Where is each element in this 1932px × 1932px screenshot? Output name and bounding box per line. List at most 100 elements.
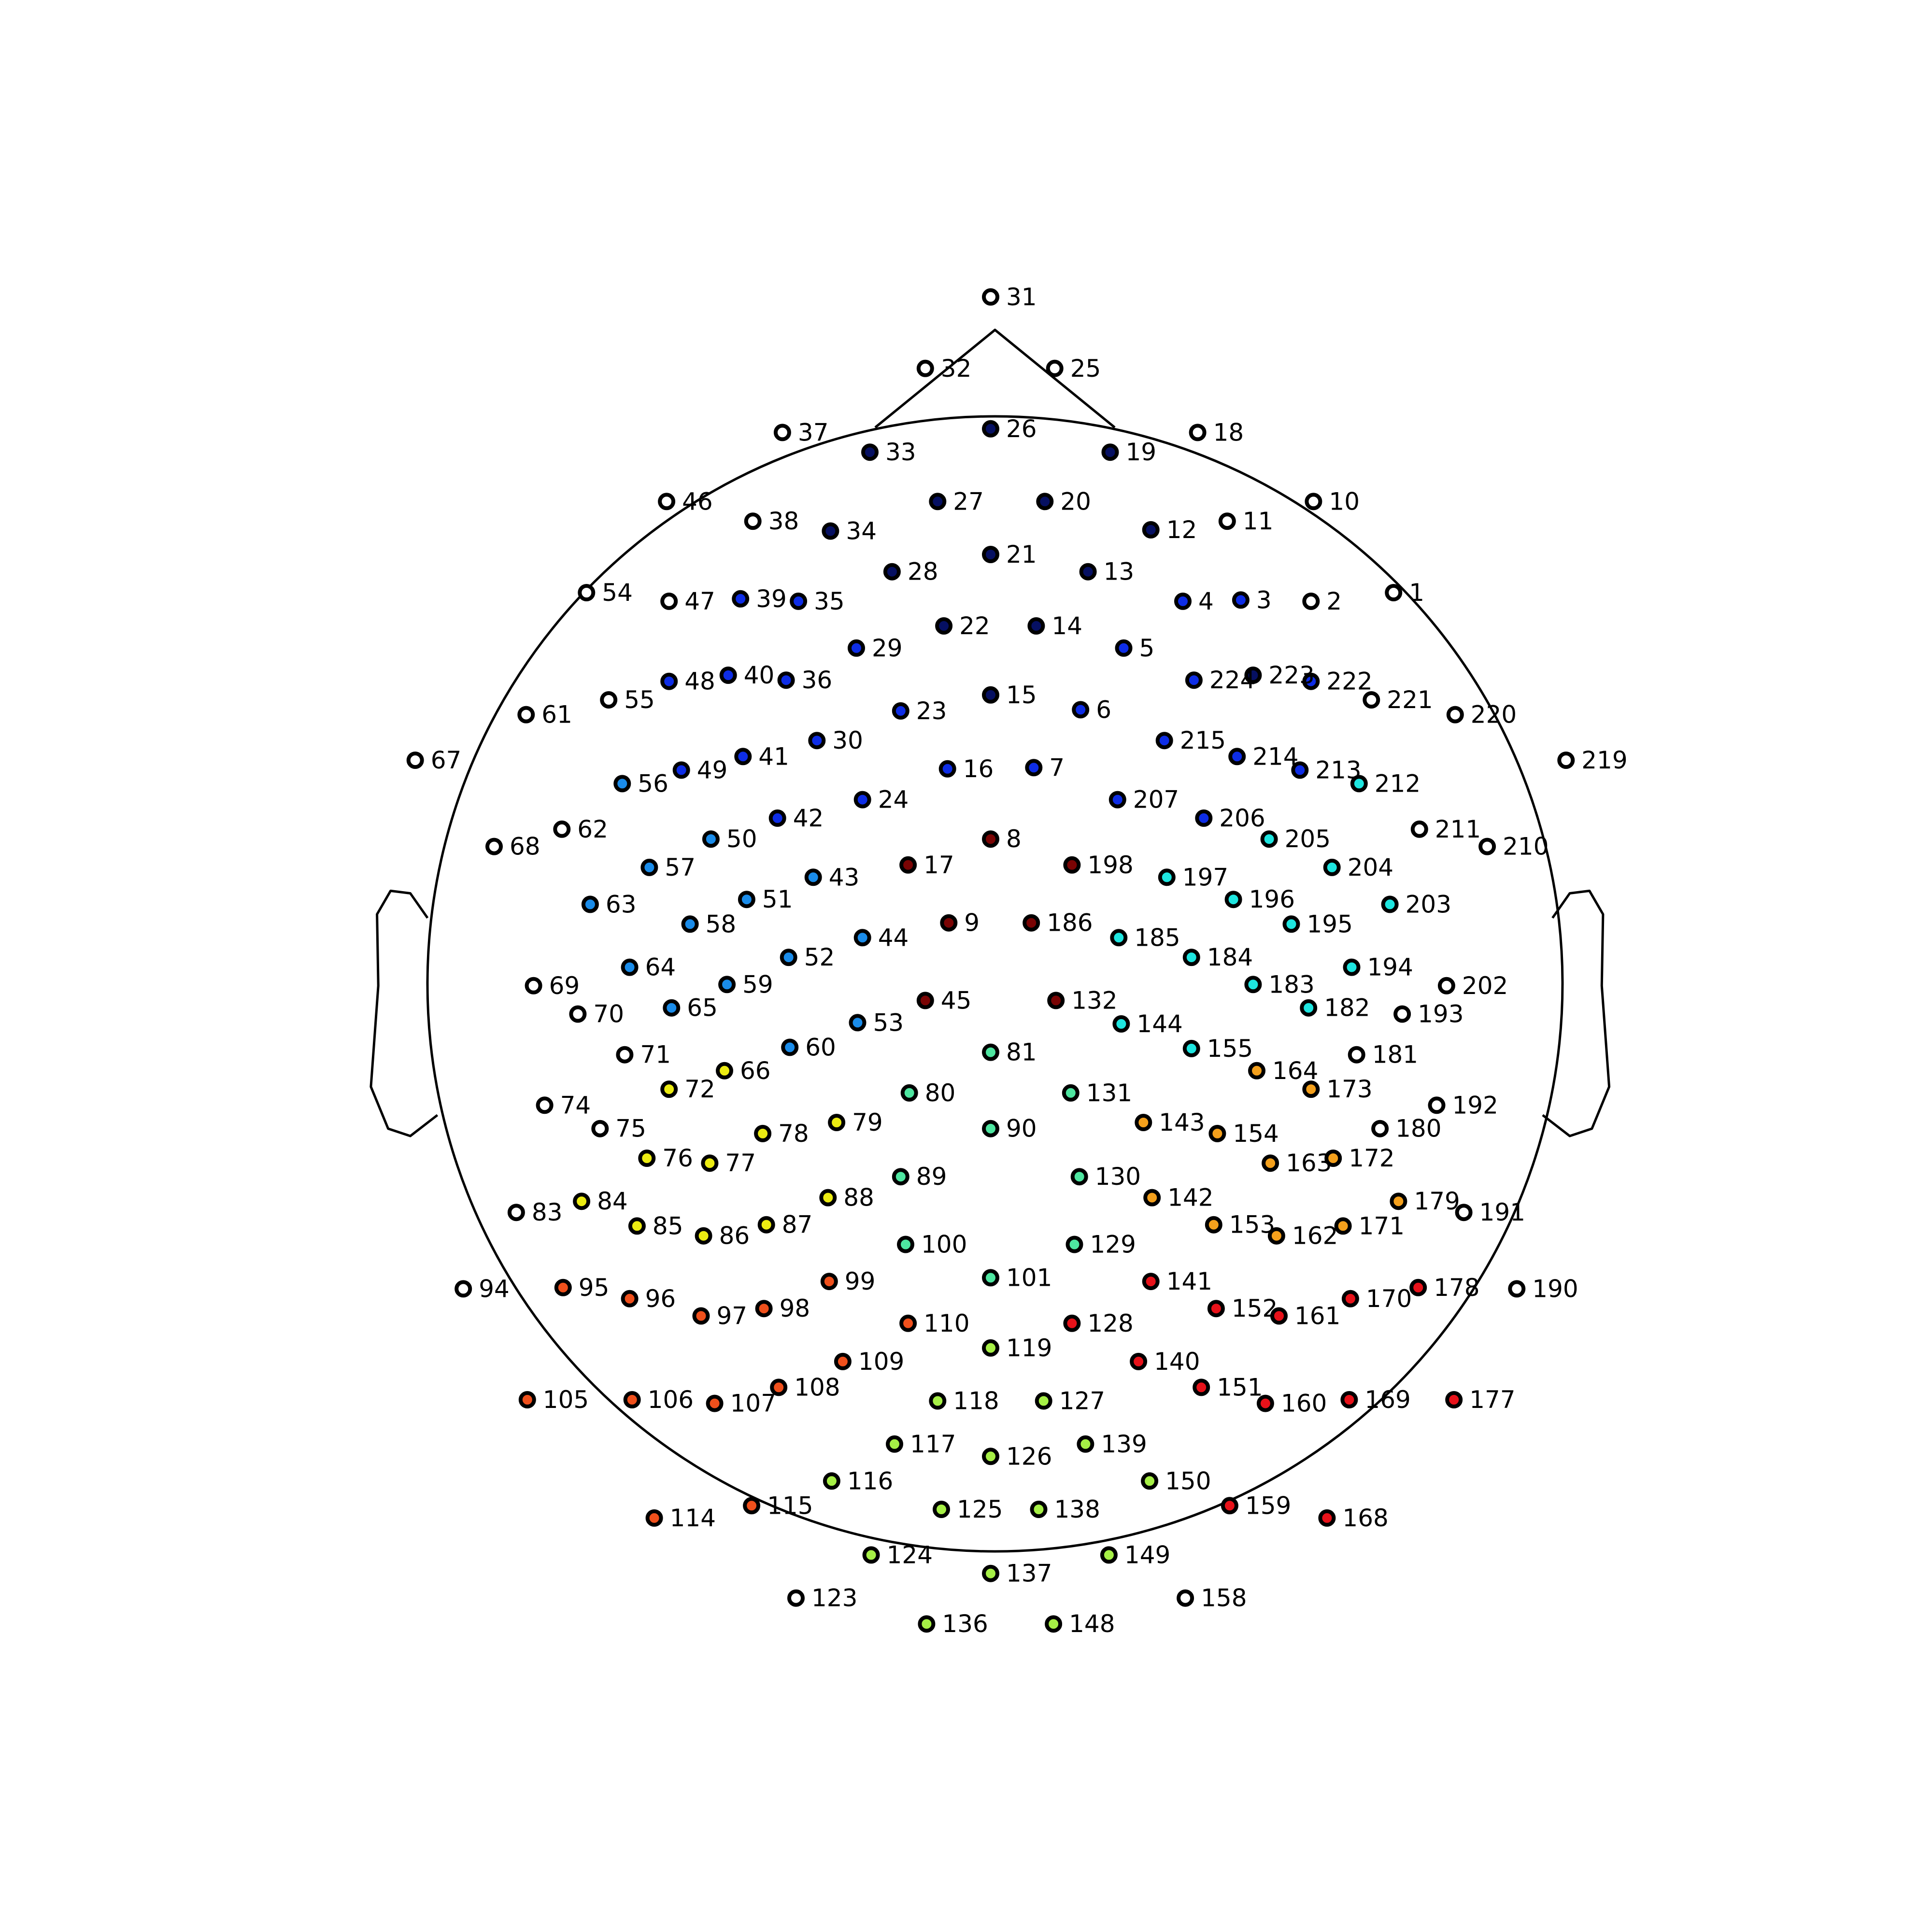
electrode-marker [1302, 592, 1320, 610]
electrode-marker [1065, 1236, 1083, 1253]
electrode-marker [621, 958, 639, 976]
electrode-marker [1557, 752, 1575, 769]
electrode-marker [1244, 667, 1262, 684]
electrode-marker [1070, 1168, 1088, 1186]
electrode: 26 [982, 415, 1037, 443]
electrode-label: 126 [1006, 1442, 1052, 1470]
electrode-label: 18 [1213, 418, 1244, 446]
electrode-marker [757, 1216, 775, 1234]
electrode-marker [1381, 895, 1399, 913]
electrode: 106 [623, 1386, 694, 1414]
electrode-marker [1262, 1154, 1279, 1172]
electrode-label: 143 [1159, 1108, 1205, 1136]
electrode-marker [525, 977, 542, 994]
electrode-marker [781, 1038, 799, 1056]
electrode-marker [1393, 1005, 1411, 1023]
electrode-label: 33 [885, 438, 916, 466]
electrode-label: 96 [645, 1285, 676, 1313]
electrode-label: 144 [1136, 1010, 1182, 1038]
electrode-marker [569, 1005, 587, 1023]
electrode-marker [1248, 1062, 1265, 1080]
electrode-label: 37 [798, 418, 829, 446]
electrode: 109 [834, 1348, 904, 1376]
electrode-marker [1047, 992, 1065, 1009]
electrode-label: 20 [1060, 487, 1091, 515]
electrode-label: 62 [577, 815, 608, 843]
electrode: 6 [1072, 696, 1111, 724]
electrode: 16 [938, 755, 994, 783]
electrode-label: 12 [1166, 516, 1197, 544]
electrode-label: 87 [782, 1211, 813, 1239]
electrode: 124 [862, 1541, 933, 1569]
electrode-label: 26 [1006, 415, 1037, 443]
electrode: 14 [1027, 612, 1082, 640]
electrode: 148 [1045, 1610, 1115, 1638]
electrode: 10 [1305, 487, 1360, 515]
electrode: 110 [899, 1309, 970, 1337]
electrode-marker [777, 671, 795, 689]
electrode: 204 [1323, 853, 1393, 881]
electrode-label: 108 [794, 1373, 840, 1401]
electrode: 42 [768, 804, 824, 832]
electrode: 185 [1110, 923, 1180, 952]
electrode-marker [982, 1564, 999, 1582]
electrode-label: 75 [615, 1115, 646, 1143]
electrode-label: 159 [1245, 1492, 1291, 1520]
electrode-label: 66 [740, 1057, 771, 1085]
electrode: 181 [1348, 1041, 1418, 1069]
electrode: 74 [536, 1091, 591, 1119]
electrode-marker [1350, 775, 1368, 793]
electrode-marker [1130, 1352, 1148, 1370]
electrode: 11 [1218, 507, 1273, 535]
electrode-marker [892, 702, 909, 720]
electrode-label: 13 [1104, 558, 1135, 586]
electrode: 169 [1340, 1386, 1411, 1414]
electrode: 55 [600, 686, 655, 714]
electrode-marker [738, 891, 755, 909]
electrode-marker [640, 858, 658, 876]
electrode-label: 193 [1418, 1000, 1463, 1028]
electrode-label: 47 [684, 587, 715, 615]
electrode-label: 94 [479, 1275, 510, 1303]
electrode: 22 [935, 612, 990, 640]
electrode-marker [899, 1314, 917, 1332]
electrode-marker [897, 1236, 914, 1253]
electrode-marker [770, 1378, 788, 1396]
electrode-marker [849, 1014, 867, 1032]
electrode: 137 [982, 1560, 1052, 1588]
electrode: 127 [1035, 1387, 1105, 1415]
head-outline [426, 328, 1564, 1553]
electrode-label: 51 [762, 885, 793, 913]
electrode-label: 178 [1434, 1274, 1479, 1302]
electrode-marker [663, 999, 681, 1017]
electrode: 88 [819, 1184, 874, 1212]
electrode-label: 85 [653, 1212, 683, 1240]
electrode: 39 [732, 585, 787, 613]
electrode: 64 [621, 953, 676, 981]
electrode-label: 177 [1469, 1386, 1515, 1414]
electrode-label: 172 [1349, 1144, 1394, 1172]
electrode-label: 116 [847, 1467, 893, 1495]
electrode: 182 [1300, 994, 1370, 1022]
electrode-marker [695, 1227, 712, 1245]
electrode: 62 [553, 815, 608, 843]
electrode-marker [1177, 1589, 1194, 1607]
electrode-marker [581, 895, 599, 913]
electrode-marker [1182, 949, 1200, 966]
electrode: 46 [658, 487, 713, 515]
electrode: 67 [406, 746, 461, 774]
electrode-label: 203 [1406, 890, 1451, 918]
electrode: 219 [1557, 746, 1628, 774]
electrode-label: 90 [1006, 1115, 1037, 1143]
electrode-label: 140 [1154, 1348, 1200, 1376]
electrode-label: 194 [1367, 953, 1413, 981]
electrode-marker [701, 1154, 719, 1172]
electrode-marker [1185, 671, 1203, 689]
electrode: 41 [734, 742, 789, 770]
electrode-marker [823, 1472, 840, 1490]
electrode-label: 65 [687, 994, 718, 1022]
electrode: 43 [804, 863, 859, 891]
electrode-marker [1446, 706, 1464, 724]
electrode-marker [406, 752, 424, 769]
